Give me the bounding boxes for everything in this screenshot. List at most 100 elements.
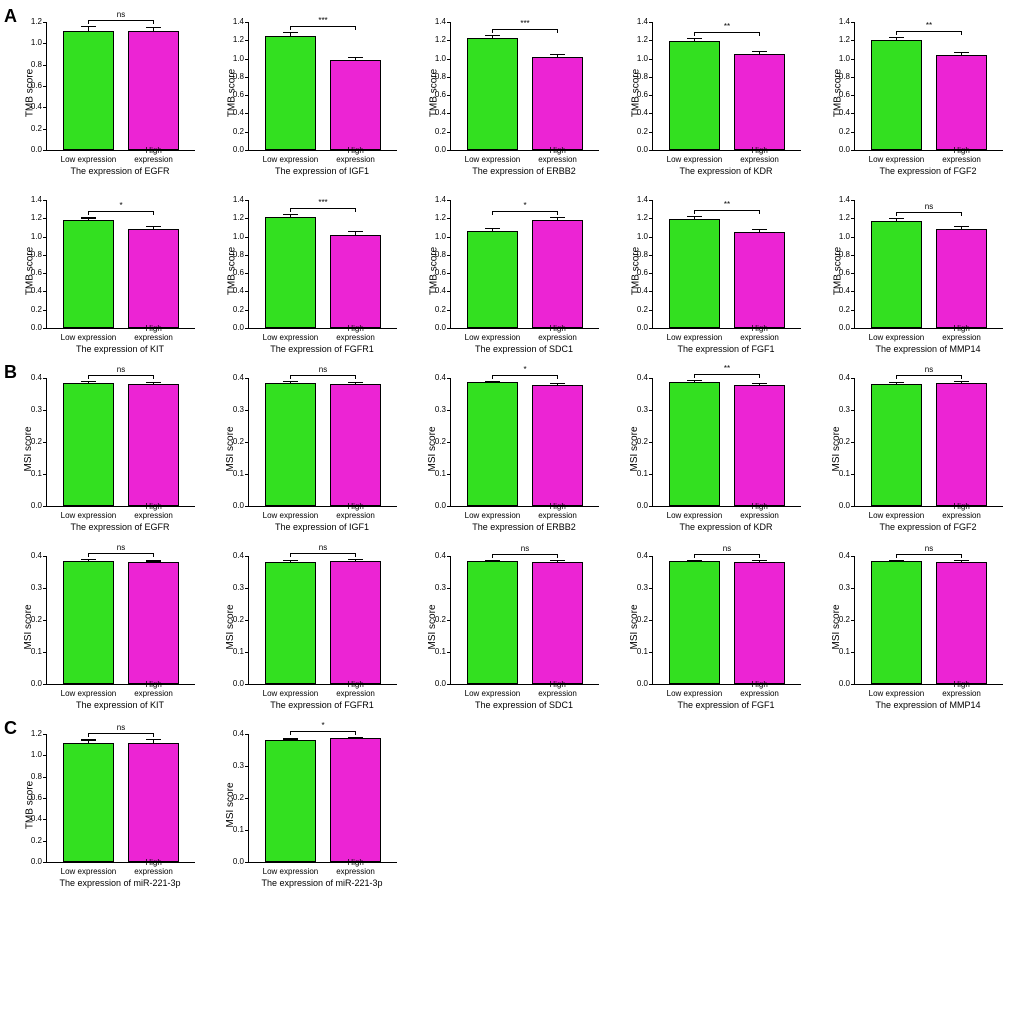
error-cap (485, 228, 500, 229)
y-tick-mark (245, 132, 249, 133)
y-tick-label: 0.6 (426, 91, 446, 99)
category-label-high: High expression (739, 324, 780, 342)
y-tick-mark (851, 684, 855, 685)
error-cap (348, 382, 363, 383)
y-tick-mark (447, 291, 451, 292)
bar-high (532, 562, 582, 684)
significance-bracket (694, 210, 759, 211)
significance-tick (961, 375, 962, 379)
significance-label: * (321, 722, 324, 730)
error-cap (954, 226, 969, 227)
y-tick-label: 0.6 (224, 91, 244, 99)
y-tick-label: 1.0 (224, 233, 244, 241)
y-tick-label: 0.2 (224, 438, 244, 446)
y-tick-mark (447, 132, 451, 133)
y-tick-mark (447, 410, 451, 411)
y-tick-mark (851, 113, 855, 114)
category-label-high: High expression (133, 146, 174, 164)
error-cap (550, 383, 565, 384)
bar-high (532, 385, 582, 506)
chart-panel: MSI scoreThe expression of FGF20.00.10.2… (816, 364, 1008, 534)
panel-row: CTMB scoreThe expression of miR-221-3p0.… (8, 720, 1012, 890)
y-tick-label: 0.1 (224, 470, 244, 478)
y-tick-mark (447, 150, 451, 151)
y-tick-mark (43, 255, 47, 256)
significance-bracket (88, 20, 153, 21)
y-tick-label: 0.6 (628, 269, 648, 277)
category-label-high: High expression (537, 502, 578, 520)
chart-panel: TMB scoreThe expression of MMP140.00.20.… (816, 186, 1008, 356)
significance-tick (759, 210, 760, 214)
significance-tick (961, 554, 962, 558)
y-tick-label: 1.0 (830, 55, 850, 63)
y-tick-mark (245, 218, 249, 219)
y-tick-mark (851, 474, 855, 475)
y-tick-mark (649, 620, 653, 621)
y-tick-label: 0.4 (628, 552, 648, 560)
significance-tick (355, 26, 356, 30)
y-tick-label: 0.4 (22, 374, 42, 382)
y-tick-label: 0.1 (224, 826, 244, 834)
category-label-low: Low expression (61, 333, 117, 342)
bar-high (734, 54, 784, 150)
y-axis-label: MSI score (831, 426, 842, 471)
y-tick-label: 0.3 (830, 584, 850, 592)
y-tick-label: 0.0 (224, 502, 244, 510)
y-tick-mark (649, 652, 653, 653)
significance-tick (88, 20, 89, 24)
bar-low (467, 382, 517, 506)
error-cap (146, 226, 161, 227)
bar-high (734, 232, 784, 328)
x-axis-label: The expression of miR-221-3p (46, 878, 194, 888)
y-tick-label: 1.0 (22, 39, 42, 47)
y-tick-mark (43, 218, 47, 219)
y-tick-label: 0.0 (628, 146, 648, 154)
y-tick-mark (851, 506, 855, 507)
y-tick-mark (851, 200, 855, 201)
y-tick-label: 0.0 (830, 146, 850, 154)
panel-row: BMSI scoreThe expression of EGFR0.00.10.… (8, 364, 1012, 534)
significance-bracket (88, 375, 153, 376)
y-tick-mark (649, 200, 653, 201)
significance-tick (492, 211, 493, 215)
y-tick-label: 0.4 (22, 103, 42, 111)
y-tick-mark (447, 474, 451, 475)
y-tick-mark (649, 218, 653, 219)
y-tick-label: 1.0 (426, 233, 446, 241)
y-tick-mark (447, 310, 451, 311)
category-label-low: Low expression (263, 689, 319, 698)
significance-tick (88, 733, 89, 737)
error-cap (485, 381, 500, 382)
y-tick-mark (851, 291, 855, 292)
y-tick-label: 0.8 (830, 73, 850, 81)
x-axis-label: The expression of SDC1 (450, 700, 598, 710)
category-label-low: Low expression (61, 155, 117, 164)
error-cap (146, 560, 161, 561)
category-label-high: High expression (335, 146, 376, 164)
bar-high (128, 229, 178, 328)
error-cap (348, 737, 363, 738)
y-tick-mark (43, 237, 47, 238)
y-tick-mark (447, 59, 451, 60)
y-tick-label: 1.2 (22, 214, 42, 222)
x-axis-label: The expression of FGF1 (652, 700, 800, 710)
y-tick-label: 0.6 (830, 269, 850, 277)
x-axis-label: The expression of IGF1 (248, 522, 396, 532)
y-tick-label: 1.2 (426, 36, 446, 44)
plot-area: Low expressionHigh expressionns (46, 378, 195, 507)
category-label-low: Low expression (465, 155, 521, 164)
y-tick-label: 0.8 (628, 251, 648, 259)
y-tick-label: 0.0 (224, 680, 244, 688)
y-tick-label: 0.0 (426, 146, 446, 154)
significance-tick (290, 375, 291, 379)
significance-bracket (290, 553, 355, 554)
bar-high (330, 60, 380, 150)
y-axis-label: MSI score (427, 604, 438, 649)
category-label-low: Low expression (869, 689, 925, 698)
y-axis-label: MSI score (225, 426, 236, 471)
error-cap (889, 37, 904, 38)
significance-tick (896, 375, 897, 379)
chart-panel: MSI scoreThe expression of MMP140.00.10.… (816, 542, 1008, 712)
y-tick-label: 0.8 (426, 251, 446, 259)
y-tick-mark (43, 588, 47, 589)
